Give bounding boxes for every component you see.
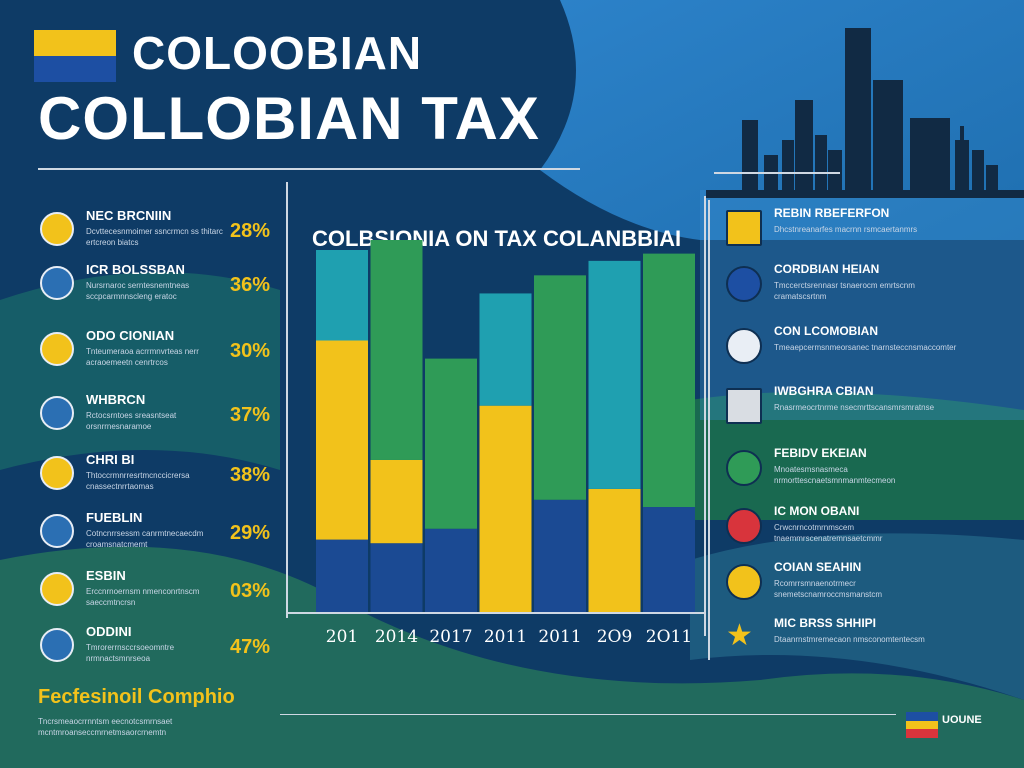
chart-panel <box>286 182 706 652</box>
left-item-text: Dcvttecesnmoimer ssncrmcn ss thitarc ert… <box>86 227 223 247</box>
left-item-text: Erccnrnoernsm nmenconrtnscm saeccmtncrsn <box>86 587 200 607</box>
right-item-title: MIC BRSS SHHIPI <box>774 616 877 630</box>
sun-icon <box>726 564 762 600</box>
star-icon: ★ <box>726 619 753 652</box>
left-item-text: Rctocsrntoes sreasntseat orsnrrnesnaramo… <box>86 411 177 431</box>
left-item-title: ESBIN <box>86 568 126 583</box>
left-item-percent: 36% <box>230 274 271 296</box>
bar-segment <box>370 240 423 460</box>
left-item-text: Thtoccrmnrresrtmcnccicrersa cnassectnrrt… <box>86 471 190 491</box>
bar-segment <box>643 507 695 612</box>
round-flag-icon <box>726 266 762 302</box>
square-flag-icon <box>726 210 762 246</box>
seal-icon <box>40 212 74 246</box>
header-divider <box>38 168 580 170</box>
left-item-title: ICR BOLSSBAN <box>86 262 185 277</box>
left-item-percent: 47% <box>230 636 271 658</box>
left-item-text: Tmrorerrnsccrsoeomntre nrmnactsmnrseoa <box>86 643 175 663</box>
chart-vertical-rule <box>286 182 288 618</box>
title-line-2: COLLOBIAN TAX <box>38 85 540 152</box>
right-item-title: FEBIDV EKEIAN <box>774 446 867 460</box>
left-item-title: WHBRCN <box>86 392 146 407</box>
bar-segment <box>479 293 532 406</box>
house-icon <box>726 388 762 424</box>
right-item-text: Tmccerctsrennasr tsnaerocm emrtscnm cram… <box>774 281 915 301</box>
stripes-flag-icon <box>726 508 762 544</box>
right-item-text: Rcomrrsmnaenotrmecr snemetscnamroccmsman… <box>774 579 883 599</box>
x-tick-label: 2017 <box>429 627 472 647</box>
left-item-title: CHRI BI <box>86 452 135 467</box>
bar-segment <box>534 499 586 612</box>
left-item-percent: 29% <box>230 522 271 544</box>
bulb-icon <box>40 572 74 606</box>
bar-segment <box>479 405 532 612</box>
bar-segment <box>316 340 368 540</box>
bar-segment <box>425 528 477 612</box>
left-item-title: FUEBLIN <box>86 510 143 525</box>
footer-title: Fecfesinoil Comphio <box>38 686 235 708</box>
bar-segment <box>370 543 423 612</box>
coin-icon <box>40 456 74 490</box>
right-item-title: CON LCOMOBIAN <box>774 324 878 338</box>
x-tick-label: 201 <box>326 627 358 647</box>
right-item-text: Tmeaepcermsnmeorsanec tnarnsteccnsmaccom… <box>774 343 957 352</box>
x-tick-label: 2O9 <box>597 627 633 647</box>
x-tick-label: 2011 <box>484 627 527 647</box>
left-item-percent: 38% <box>230 464 271 486</box>
left-item-percent: 37% <box>230 404 271 426</box>
right-item-text: Dtaanrnstmremecaon nmsconomtentecsm <box>774 635 925 644</box>
left-item-title: ODO CIONIAN <box>86 328 175 343</box>
footer-text: Tncrsmeaocrrnntsm eecnotcsmrnsaet mcntmr… <box>38 717 173 737</box>
bar-segment <box>316 250 368 341</box>
footer-divider <box>280 714 896 715</box>
colombia-flag-icon <box>34 30 116 82</box>
bridge-icon <box>726 328 762 364</box>
bar-segment <box>425 358 477 529</box>
left-item-title: ODDINI <box>86 624 132 639</box>
right-item-title: COIAN SEAHIN <box>774 560 862 574</box>
left-item-percent: 30% <box>230 340 271 362</box>
right-item-text: Dhcstnreanarfes macrnn rsmcaertanmrs <box>774 225 918 234</box>
badge-icon <box>726 450 762 486</box>
brand-label: UOUNE <box>942 714 982 726</box>
right-item-text: Crwcnrncotmrnmscem tnaemmrscenatremnsaet… <box>774 523 883 543</box>
right-item-title: REBIN RBEFERFON <box>774 206 890 220</box>
bar-chart: 201 2014 2017 2011 2011 2O9 2O11 <box>316 240 695 647</box>
right-item-title: IC MON OBANI <box>774 504 860 518</box>
emblem-icon <box>40 628 74 662</box>
right-list-rule <box>708 200 710 660</box>
header-divider-right <box>714 172 840 174</box>
left-item-percent: 28% <box>230 220 271 242</box>
left-item-text: Tnteumeraoa acrrmnvrteas nerr acraoemeet… <box>86 347 199 367</box>
money-stack-icon <box>40 332 74 366</box>
bolt-icon <box>40 266 74 300</box>
left-item-text: Cotncnrrsessm canrmtnecaecdm croamsnatcm… <box>86 529 204 549</box>
chart-axis-line <box>286 612 706 614</box>
handshake-icon <box>40 514 74 548</box>
left-item-text: Nursrnaroc serntesnemtneas sccpcarmnnscl… <box>86 281 190 301</box>
bar-segment <box>643 253 695 508</box>
bar-segment <box>588 260 641 489</box>
small-flag-icon <box>906 712 938 738</box>
title-line-1: COLOOBIAN <box>132 27 423 79</box>
bar-segment <box>370 459 423 544</box>
right-item-text: Mnoatesmsnasmeca nrmorttescnaetsmnmanmte… <box>774 465 896 485</box>
chart-vertical-rule-right <box>704 196 706 636</box>
bar-segment <box>534 275 586 500</box>
bar-segment <box>316 539 368 612</box>
right-item-text: Rnasrmeocrtnrme nsecmrttscansmrsmratnse <box>774 403 935 412</box>
left-item-percent: 03% <box>230 580 271 602</box>
x-tick-label: 2O11 <box>646 627 692 647</box>
globe-icon <box>40 396 74 430</box>
x-tick-label: 2014 <box>375 627 418 647</box>
city-skyline <box>706 28 1024 198</box>
right-item-title: CORDBIAN HEIAN <box>774 262 880 276</box>
left-item-title: NEC BRCNIIN <box>86 208 172 223</box>
x-tick-label: 2011 <box>538 627 581 647</box>
bar-segment <box>588 488 641 612</box>
right-item-title: IWBGHRA CBIAN <box>774 384 874 398</box>
